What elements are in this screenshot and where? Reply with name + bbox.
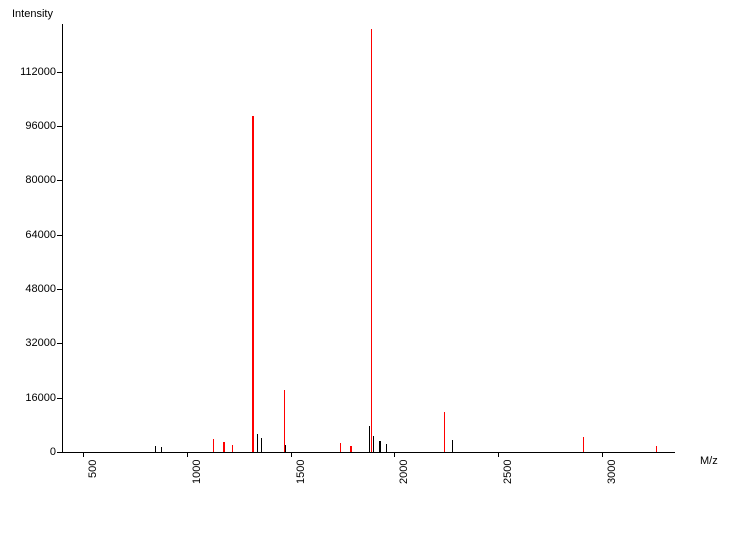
x-tick	[602, 452, 603, 457]
y-tick-label: 96000	[8, 120, 56, 132]
y-tick-label: 80000	[8, 174, 56, 186]
x-axis-title: M/z	[700, 455, 718, 467]
y-tick	[57, 343, 62, 344]
peak-black	[452, 440, 453, 452]
x-tick-label: 1000	[191, 460, 203, 484]
plot-area	[62, 24, 675, 452]
y-tick-label: 112000	[8, 66, 56, 78]
x-tick	[498, 452, 499, 457]
mass-spectrum-chart: Intensity M/z 0 16000 32000 48000 64000 80000…	[0, 0, 750, 540]
x-tick	[394, 452, 395, 457]
peak-black	[373, 436, 374, 452]
y-tick-label: 16000	[8, 392, 56, 404]
y-tick	[57, 180, 62, 181]
x-tick	[83, 452, 84, 457]
y-tick	[57, 289, 62, 290]
x-tick-label: 3000	[606, 460, 618, 484]
x-tick-label: 1500	[295, 460, 307, 484]
peak-black	[379, 441, 380, 452]
y-tick-label: 48000	[8, 283, 56, 295]
y-tick	[57, 72, 62, 73]
y-tick-label: 0	[8, 446, 56, 458]
peak-black	[386, 444, 387, 452]
y-axis	[62, 24, 63, 452]
x-tick-label: 2000	[398, 460, 410, 484]
x-tick-label: 500	[87, 460, 99, 478]
y-tick	[57, 235, 62, 236]
peak-red	[340, 443, 342, 452]
peak-red	[252, 116, 254, 452]
y-tick-label: 32000	[8, 337, 56, 349]
x-tick	[187, 452, 188, 457]
y-tick	[57, 398, 62, 399]
peak-red	[444, 412, 446, 452]
peak-black	[257, 434, 258, 452]
x-tick-label: 2500	[502, 460, 514, 484]
peak-red	[232, 445, 234, 452]
peak-black	[261, 438, 262, 452]
y-tick	[57, 126, 62, 127]
peak-red	[284, 390, 286, 452]
peak-red	[213, 439, 215, 452]
y-tick	[57, 452, 62, 453]
x-axis	[62, 452, 675, 453]
x-tick	[291, 452, 292, 457]
y-axis-title: Intensity	[12, 8, 53, 20]
peak-red	[223, 442, 225, 452]
peak-red	[371, 29, 373, 452]
peak-red	[583, 437, 585, 452]
y-tick-label: 64000	[8, 229, 56, 241]
